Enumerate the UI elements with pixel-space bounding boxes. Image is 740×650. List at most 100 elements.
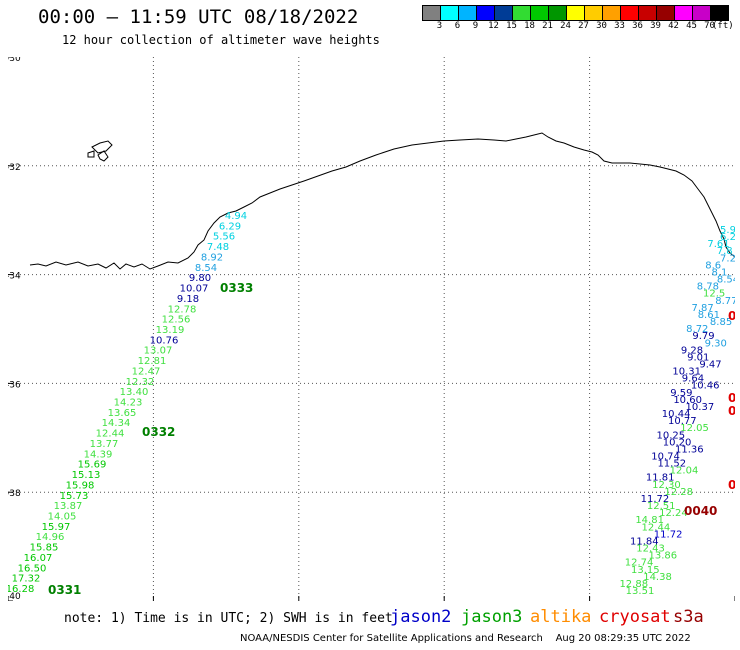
- footer-credit: NOAA/NESDIS Center for Satellite Applica…: [240, 633, 691, 644]
- swh-value-label: 12.28: [664, 487, 693, 498]
- swh-value-label: 8.77: [715, 296, 735, 307]
- swh-value-label: 13.07: [144, 346, 173, 357]
- color-scale-label: 39: [650, 21, 661, 31]
- color-scale-swatch: [566, 5, 585, 21]
- color-scale-label: 12: [488, 21, 499, 31]
- swh-value-label: 12.24: [659, 508, 688, 519]
- satellite-track-right: 5.96.27.617.87.28.68.18.548.7812.58.777.…: [619, 225, 735, 597]
- swh-value-label: 15.69: [78, 460, 107, 471]
- swh-value-label: 16.28: [8, 584, 34, 595]
- color-scale-unit: (ft): [712, 21, 734, 31]
- swh-value-label: 12.78: [168, 304, 197, 315]
- swh-value-label: 11.72: [654, 529, 683, 540]
- swh-value-label: 5.9: [720, 225, 735, 236]
- color-scale-swatch: [638, 5, 657, 21]
- color-scale-swatch: [548, 5, 567, 21]
- swh-value-label: 15.73: [60, 491, 89, 502]
- color-scale-label: 70: [704, 21, 715, 31]
- swh-value-label: 14.23: [114, 398, 143, 409]
- lat-label: -32: [8, 163, 21, 173]
- swh-value-label: 7.61: [707, 239, 729, 250]
- swh-value-label: 12.74: [625, 558, 654, 569]
- color-scale-label: 9: [472, 21, 479, 31]
- legend-s3a: s3a: [673, 607, 704, 627]
- swh-value-label: 15.85: [30, 543, 59, 554]
- lat-label: -34: [8, 272, 21, 282]
- pass-number-label: 0331: [48, 583, 81, 597]
- swh-value-label: 9.79: [692, 331, 714, 342]
- pass-number-label: 0040: [684, 504, 717, 518]
- swh-value-label: 11.36: [675, 444, 704, 455]
- swh-value-label: 13.15: [631, 565, 660, 576]
- swh-value-label: 14.38: [643, 572, 672, 583]
- swh-value-label: 11.72: [641, 494, 670, 505]
- color-scale-swatch: [530, 5, 549, 21]
- swh-value-label: 13.65: [108, 408, 137, 419]
- color-scale-label: 33: [614, 21, 625, 31]
- swh-value-label: 17.32: [12, 574, 41, 585]
- color-scale-swatch: [422, 5, 441, 21]
- swh-value-label: 16.50: [18, 563, 47, 574]
- swh-value-label: 13.77: [90, 439, 119, 450]
- color-scale-swatch: [692, 5, 711, 21]
- swh-value-label: 9.01: [687, 352, 709, 363]
- satellite-track-left: 4.946.295.567.488.928.549.8010.079.1812.…: [8, 211, 247, 595]
- swh-value-label: 12.44: [642, 522, 671, 533]
- swh-value-label: 12.43: [636, 544, 665, 555]
- pass-number-label: 0: [728, 478, 735, 492]
- legend-cryosat: cryosat: [599, 607, 671, 627]
- swh-value-label: 10.25: [657, 430, 686, 441]
- swh-value-label: 9.30: [705, 338, 727, 349]
- swh-value-label: 6.29: [219, 221, 241, 232]
- color-scale-label: 36: [632, 21, 643, 31]
- swh-value-label: 8.54: [717, 275, 735, 286]
- swh-value-label: 8.92: [201, 252, 223, 263]
- swh-value-label: 12.05: [680, 423, 709, 434]
- color-scale-swatch: [584, 5, 603, 21]
- swh-value-label: 12.32: [126, 377, 155, 388]
- swh-value-label: 12.5: [703, 289, 725, 300]
- pass-number-label: 0: [728, 404, 735, 418]
- swh-value-label: 10.74: [651, 452, 680, 463]
- swh-value-label: 16.07: [24, 553, 53, 564]
- color-scale-swatch: [476, 5, 495, 21]
- australia-coastline: [29, 132, 735, 270]
- swh-value-label: 12.56: [162, 315, 191, 326]
- swh-value-label: 12.47: [132, 366, 161, 377]
- map-title: 00:00 – 11:59 UTC 08/18/2022: [38, 6, 359, 28]
- legend-jason2: jason2: [390, 607, 452, 627]
- swh-value-label: 8.78: [697, 282, 719, 293]
- color-scale-label: 15: [506, 21, 517, 31]
- swh-value-label: 14.96: [36, 532, 65, 543]
- color-scale-label: 21: [542, 21, 553, 31]
- color-scale-label: 6: [454, 21, 461, 31]
- island-1: [91, 140, 113, 154]
- swh-value-label: 10.46: [691, 381, 720, 392]
- swh-value-label: 8.61: [698, 310, 720, 321]
- lat-label: -36: [8, 380, 21, 390]
- swh-value-label: 9.47: [699, 359, 721, 370]
- pass-number-label: 0332: [142, 425, 175, 439]
- pass-number-label: 0: [728, 391, 735, 405]
- color-scale-swatch: [674, 5, 693, 21]
- color-scale-swatch: [620, 5, 639, 21]
- swh-value-label: 11.52: [657, 459, 686, 470]
- swh-value-label: 14.34: [102, 418, 131, 429]
- color-scale-swatch: [710, 5, 729, 21]
- lat-label: -30: [8, 57, 21, 64]
- swh-value-label: 15.98: [66, 480, 95, 491]
- swh-value-label: 8.85: [710, 317, 732, 328]
- swh-value-label: 12.88: [619, 579, 648, 590]
- swh-value-label: 4.94: [225, 211, 247, 222]
- color-scale-label: 24: [560, 21, 571, 31]
- swh-value-label: 10.77: [668, 416, 697, 427]
- color-scale-swatch: [458, 5, 477, 21]
- swh-value-label: 12.04: [670, 466, 699, 477]
- swh-value-label: 10.07: [180, 284, 209, 295]
- swh-value-label: 13.86: [649, 551, 678, 562]
- swh-value-label: 9.28: [681, 345, 703, 356]
- swh-value-label: 10.44: [662, 409, 691, 420]
- color-scale-label: 27: [578, 21, 589, 31]
- swh-value-label: 7.2: [720, 253, 735, 264]
